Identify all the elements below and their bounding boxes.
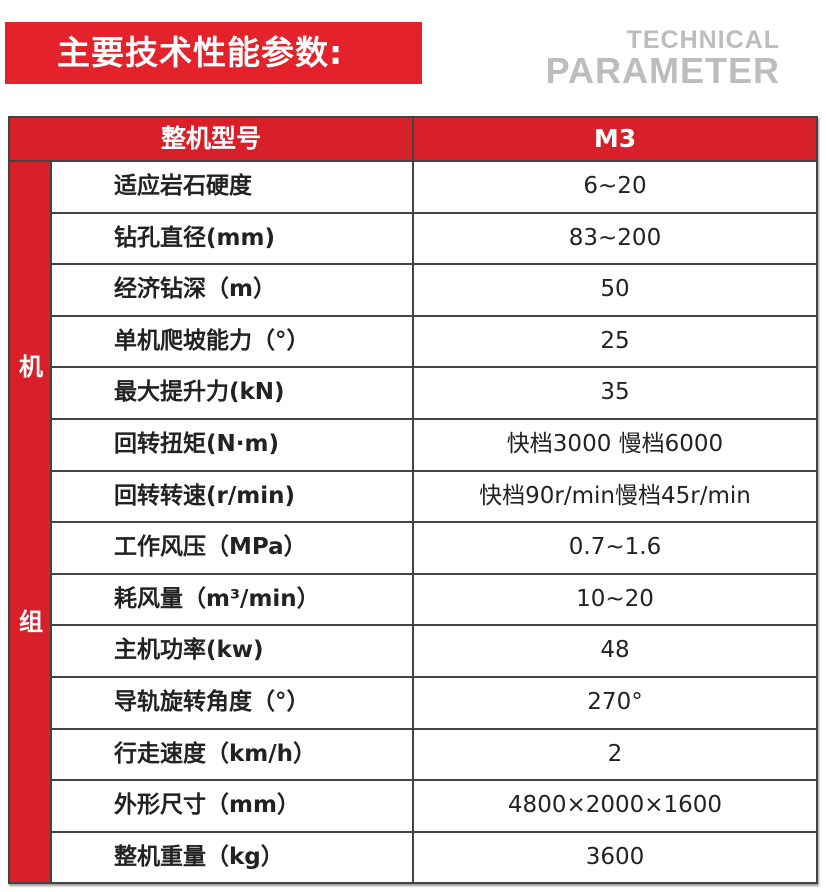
param-value: 快档90r/min慢档45r/min	[479, 482, 751, 509]
table-row: 主机功率(kw) 48	[52, 626, 816, 678]
param-value: 35	[600, 379, 630, 406]
param-value: 48	[600, 637, 630, 664]
parameter-table: 整机型号 M3 机 组 适应岩石硬度 6~20 钻孔直径(mm) 83~200 经济钻深…	[8, 116, 818, 885]
table-row: 单机爬坡能力（°） 25	[52, 316, 816, 369]
param-name: 行走速度（km/h）	[52, 729, 414, 780]
table-row: 钻孔直径(mm) 83~200	[52, 213, 816, 266]
english-title-line1: TECHNICAL	[626, 26, 780, 54]
header-label: 整机型号	[10, 118, 414, 160]
param-value: 270°	[587, 688, 643, 715]
english-title: TECHNICAL PARAMETER	[546, 28, 780, 89]
param-value: 6~20	[583, 173, 647, 199]
english-title-line2: PARAMETER	[545, 50, 780, 91]
param-value: 4800×2000×1600	[507, 792, 723, 819]
table-header: 整机型号 M3	[10, 118, 816, 162]
table-row: 回转转速(r/min) 快档90r/min慢档45r/min	[52, 471, 816, 524]
param-name: 耗风量（m³/min）	[52, 574, 414, 625]
param-name: 外形尺寸（mm）	[52, 781, 414, 831]
param-name: 导轨旋转角度（°）	[52, 677, 414, 728]
table-row: 导轨旋转角度（°） 270°	[52, 677, 816, 730]
param-name: 回转转速(r/min)	[52, 471, 414, 522]
param-value: 快档3000 慢档6000	[506, 430, 724, 457]
header-model: M3	[593, 124, 637, 153]
param-name: 单机爬坡能力（°）	[52, 316, 414, 367]
group-label: 机 组	[10, 162, 52, 882]
param-value: 25	[600, 327, 630, 354]
group-label-char: 机	[19, 353, 43, 381]
table-row: 最大提升力(kN) 35	[52, 368, 816, 420]
table-body: 适应岩石硬度 6~20 钻孔直径(mm) 83~200 经济钻深（m） 50 单机爬坡能力（…	[52, 162, 816, 885]
param-value: 50	[600, 276, 630, 303]
table-row: 外形尺寸（mm） 4800×2000×1600	[52, 781, 816, 833]
table-row: 行走速度（km/h） 2	[52, 729, 816, 782]
table-row: 适应岩石硬度 6~20	[52, 162, 816, 214]
table-row: 回转扭矩(N·m) 快档3000 慢档6000	[52, 419, 816, 472]
param-name: 工作风压（MPa）	[52, 523, 414, 573]
param-name: 主机功率(kw)	[52, 626, 414, 676]
param-name: 最大提升力(kN)	[52, 368, 414, 418]
param-value: 3600	[585, 843, 645, 870]
param-name: 回转扭矩(N·m)	[52, 419, 414, 470]
param-value: 10~20	[576, 585, 654, 612]
param-name: 适应岩石硬度	[52, 162, 414, 212]
param-name: 经济钻深（m）	[52, 265, 414, 315]
table-row: 整机重量（kg） 3600	[52, 832, 816, 885]
table-row: 工作风压（MPa） 0.7~1.6	[52, 523, 816, 575]
table-row: 耗风量（m³/min） 10~20	[52, 574, 816, 627]
table-row: 经济钻深（m） 50	[52, 265, 816, 317]
param-name: 钻孔直径(mm)	[52, 213, 414, 264]
section-title: 主要技术性能参数:	[5, 22, 422, 84]
param-value: 0.7~1.6	[568, 534, 662, 561]
param-name: 整机重量（kg）	[52, 832, 414, 885]
group-label-char: 组	[19, 608, 43, 636]
param-value: 2	[607, 740, 623, 767]
param-value: 83~200	[568, 224, 662, 251]
